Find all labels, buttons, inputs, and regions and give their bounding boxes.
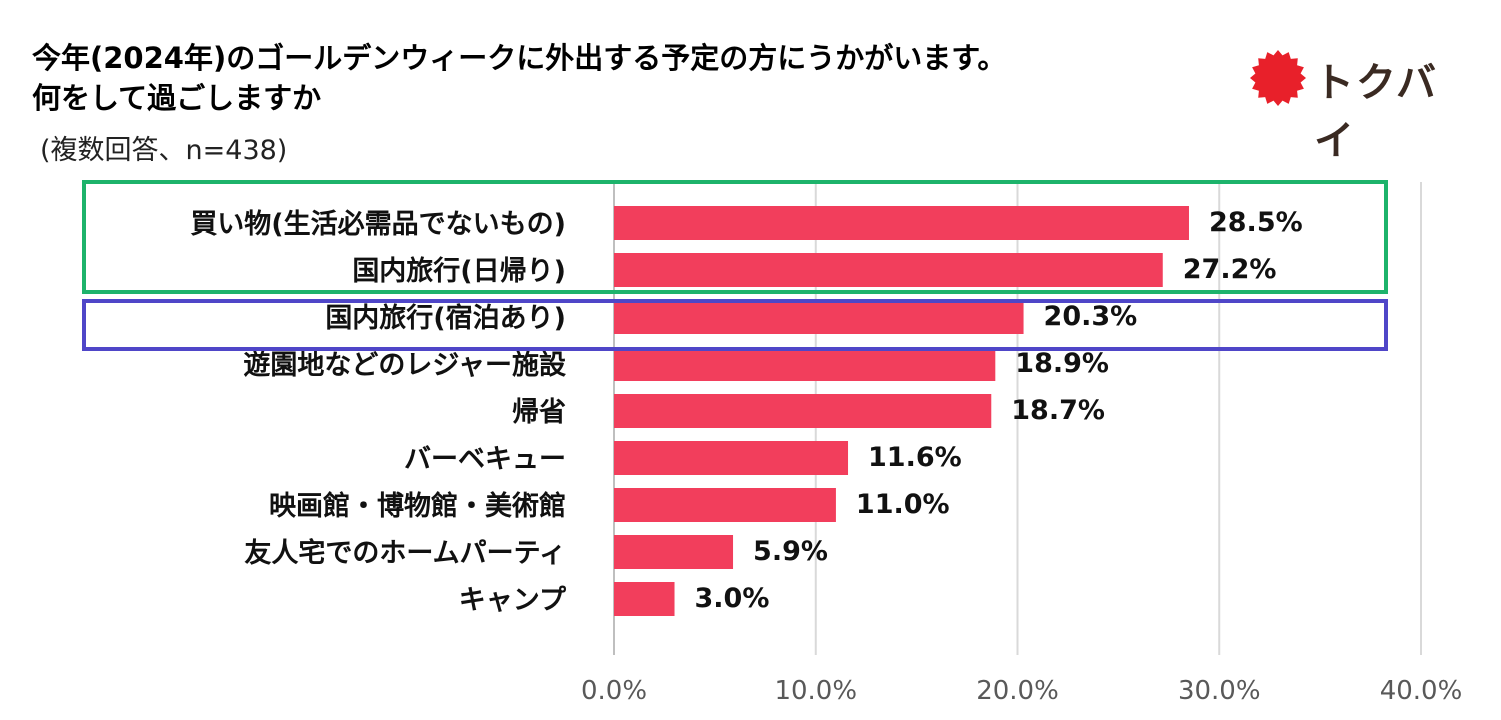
x-tick-label: 20.0% — [976, 676, 1059, 706]
bar — [614, 441, 849, 475]
x-tick-label: 30.0% — [1178, 676, 1261, 706]
highlight-box-green — [82, 180, 1388, 294]
category-label: 買い物(生活必需品でないもの) — [190, 209, 566, 240]
x-tick-label: 10.0% — [774, 676, 857, 706]
bar — [614, 535, 734, 569]
bar — [614, 206, 1189, 240]
category-label: 国内旅行(日帰り) — [352, 255, 566, 287]
red-sun-burst-icon — [1250, 50, 1306, 106]
highlight-box-blue — [82, 299, 1388, 351]
x-tick-label: 40.0% — [1380, 676, 1463, 706]
category-label: 国内旅行(宿泊あり) — [325, 302, 566, 334]
bar — [614, 582, 675, 616]
category-label: 帰省 — [512, 397, 566, 428]
tokubai-logo: トクバイ — [1248, 42, 1478, 164]
category-label: 映画館・博物館・美術館 — [269, 490, 566, 522]
bar — [614, 300, 1024, 334]
category-label: キャンプ — [459, 585, 567, 616]
chart-title-line2: 何をして過ごしますか — [32, 81, 322, 115]
value-label: 28.5% — [1209, 207, 1303, 238]
category-label: 友人宅でのホームパーティ — [244, 537, 566, 569]
bar — [614, 253, 1163, 287]
logo-text: トクバイ — [1314, 60, 1438, 164]
bar — [614, 347, 996, 381]
value-label: 3.0% — [695, 583, 770, 614]
value-label: 11.6% — [868, 442, 962, 473]
chart-subtitle: (複数回答、n=438) — [40, 135, 288, 166]
category-label: 遊園地などのレジャー施設 — [243, 349, 567, 381]
value-label: 20.3% — [1044, 301, 1138, 332]
category-label: バーベキュー — [404, 444, 566, 475]
value-label: 5.9% — [753, 536, 828, 567]
x-tick-label: 0.0% — [581, 676, 647, 706]
value-label: 11.0% — [856, 489, 950, 520]
value-label: 18.7% — [1011, 395, 1105, 426]
bar — [614, 488, 836, 522]
chart-title-line1: 今年(2024年)のゴールデンウィークに外出する予定の方にうかがいます。 — [32, 41, 1007, 75]
value-label: 27.2% — [1183, 254, 1277, 285]
chart-title: 今年(2024年)のゴールデンウィークに外出する予定の方にうかがいます。 何をし… — [32, 38, 1006, 118]
bar — [614, 394, 992, 428]
value-label: 18.9% — [1015, 348, 1109, 379]
